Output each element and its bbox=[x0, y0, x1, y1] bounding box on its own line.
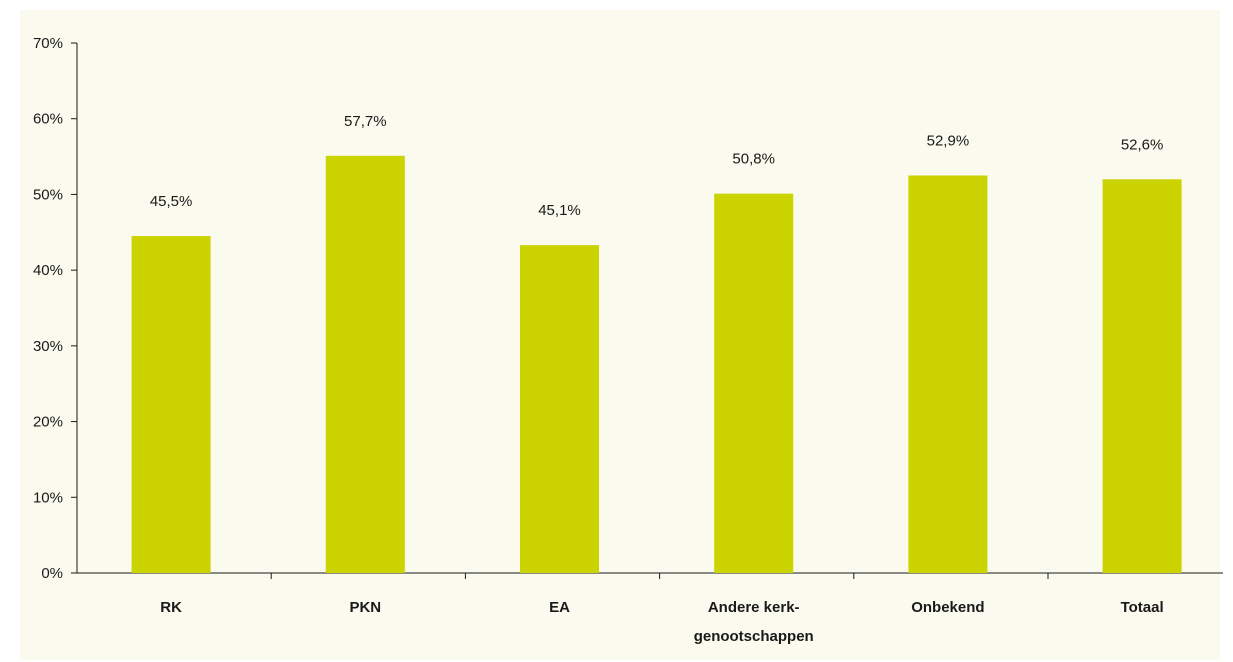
category-label: Onbekend bbox=[911, 599, 984, 616]
data-label: 52,6% bbox=[1121, 136, 1164, 153]
bar bbox=[1102, 179, 1182, 574]
y-tick-label: 40% bbox=[33, 262, 63, 279]
data-label: 50,8% bbox=[732, 151, 775, 168]
category-label: PKN bbox=[349, 599, 381, 616]
y-tick-label: 20% bbox=[33, 414, 63, 431]
y-tick-label: 10% bbox=[33, 489, 63, 506]
bar bbox=[325, 155, 405, 574]
data-label: 57,7% bbox=[344, 113, 387, 130]
bars bbox=[131, 155, 1182, 574]
x-axis-ticks bbox=[270, 573, 1049, 579]
bar bbox=[520, 245, 599, 573]
category-label: EA bbox=[549, 599, 570, 616]
data-labels: 45,5% 57,7% 45,1% 50,8% 52,9% 52,6% bbox=[150, 113, 1164, 219]
y-tick-label: 50% bbox=[33, 186, 63, 203]
y-tick-label: 0% bbox=[41, 565, 63, 582]
data-label: 52,9% bbox=[927, 133, 970, 150]
y-tick-label: 70% bbox=[33, 35, 63, 52]
bar bbox=[131, 236, 211, 574]
category-label: RK bbox=[160, 599, 182, 616]
category-label: Totaal bbox=[1121, 599, 1164, 616]
category-labels: RK PKN EA Andere kerk-genootschappen Onbeken… bbox=[160, 599, 1163, 645]
bar bbox=[714, 193, 794, 573]
y-tick-label: 60% bbox=[33, 111, 63, 128]
category-label: Andere kerk- bbox=[708, 599, 800, 616]
data-label: 45,1% bbox=[538, 202, 581, 219]
y-axis-ticks: 0% 10% 20% 30% 40% 50% 60% 70% bbox=[33, 35, 77, 582]
data-label: 45,5% bbox=[150, 193, 193, 210]
y-tick-label: 30% bbox=[33, 338, 63, 355]
bar bbox=[908, 175, 988, 573]
chart-background bbox=[20, 10, 1220, 660]
category-label: genootschappen bbox=[694, 628, 814, 645]
